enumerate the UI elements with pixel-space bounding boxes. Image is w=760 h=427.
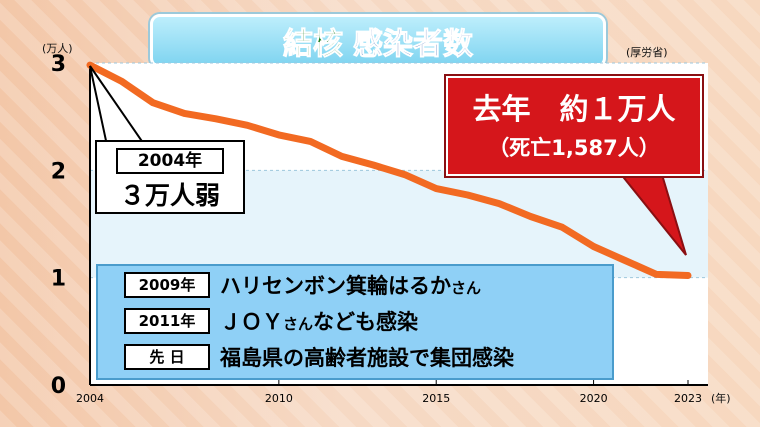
x-unit-label: (年): [711, 392, 731, 405]
callout-2004: 2004年 ３万人弱: [95, 140, 245, 214]
x-tick-label: 2004: [76, 392, 104, 405]
callout-last-line1: 去年 約１万人: [472, 92, 676, 126]
x-tick-label: 2023: [674, 392, 702, 405]
callout-2004-year: 2004年: [116, 148, 224, 174]
x-tick-label: 2020: [580, 392, 608, 405]
y-tick-label: 1: [51, 267, 66, 292]
title-metric: 感染者数: [353, 27, 474, 63]
chart-title: 結核 感染者数: [150, 14, 606, 68]
event-row: 2009年 ハリセンボン箕輪はるかさん: [124, 272, 481, 298]
callout-last-year: 去年 約１万人 （死亡1,587人）: [446, 76, 702, 176]
event-main: ＪＯＹ: [220, 310, 283, 334]
y-tick-label: 0: [51, 374, 66, 399]
callout-2004-text: ３万人弱: [119, 181, 220, 210]
y-unit-label: (万人): [42, 42, 73, 55]
events-box: 2009年 ハリセンボン箕輪はるかさん 2011年 ＪＯＹさんなども感染 先 日…: [96, 264, 614, 380]
y-tick-label: 2: [51, 159, 66, 184]
event-suffix: さん: [451, 279, 482, 297]
x-tick-label: 2015: [422, 392, 450, 405]
x-tick-label: 2010: [265, 392, 293, 405]
event-text: ＪＯＹさんなども感染: [220, 306, 418, 336]
event-suffix: さん: [283, 315, 314, 333]
event-row: 2011年 ＪＯＹさんなども感染: [124, 308, 418, 334]
event-row: 先 日 福島県の高齢者施設で集団感染: [124, 344, 514, 370]
callout-last-line2: （死亡1,587人）: [488, 136, 660, 160]
event-main: ハリセンボン箕輪はるか: [220, 274, 451, 298]
event-tag: 先 日: [124, 344, 210, 370]
event-tag: 2009年: [124, 272, 210, 298]
title-disease: 結核: [283, 27, 344, 63]
y-tick-label: 3: [51, 52, 66, 77]
event-tag: 2011年: [124, 308, 210, 334]
event-rest: なども感染: [313, 310, 419, 334]
source-label: (厚労省): [626, 46, 668, 59]
series-line: [86, 61, 692, 279]
event-main: 福島県の高齢者施設で集団感染: [220, 346, 514, 370]
event-text: ハリセンボン箕輪はるかさん: [220, 270, 481, 300]
event-text: 福島県の高齢者施設で集団感染: [220, 342, 514, 372]
